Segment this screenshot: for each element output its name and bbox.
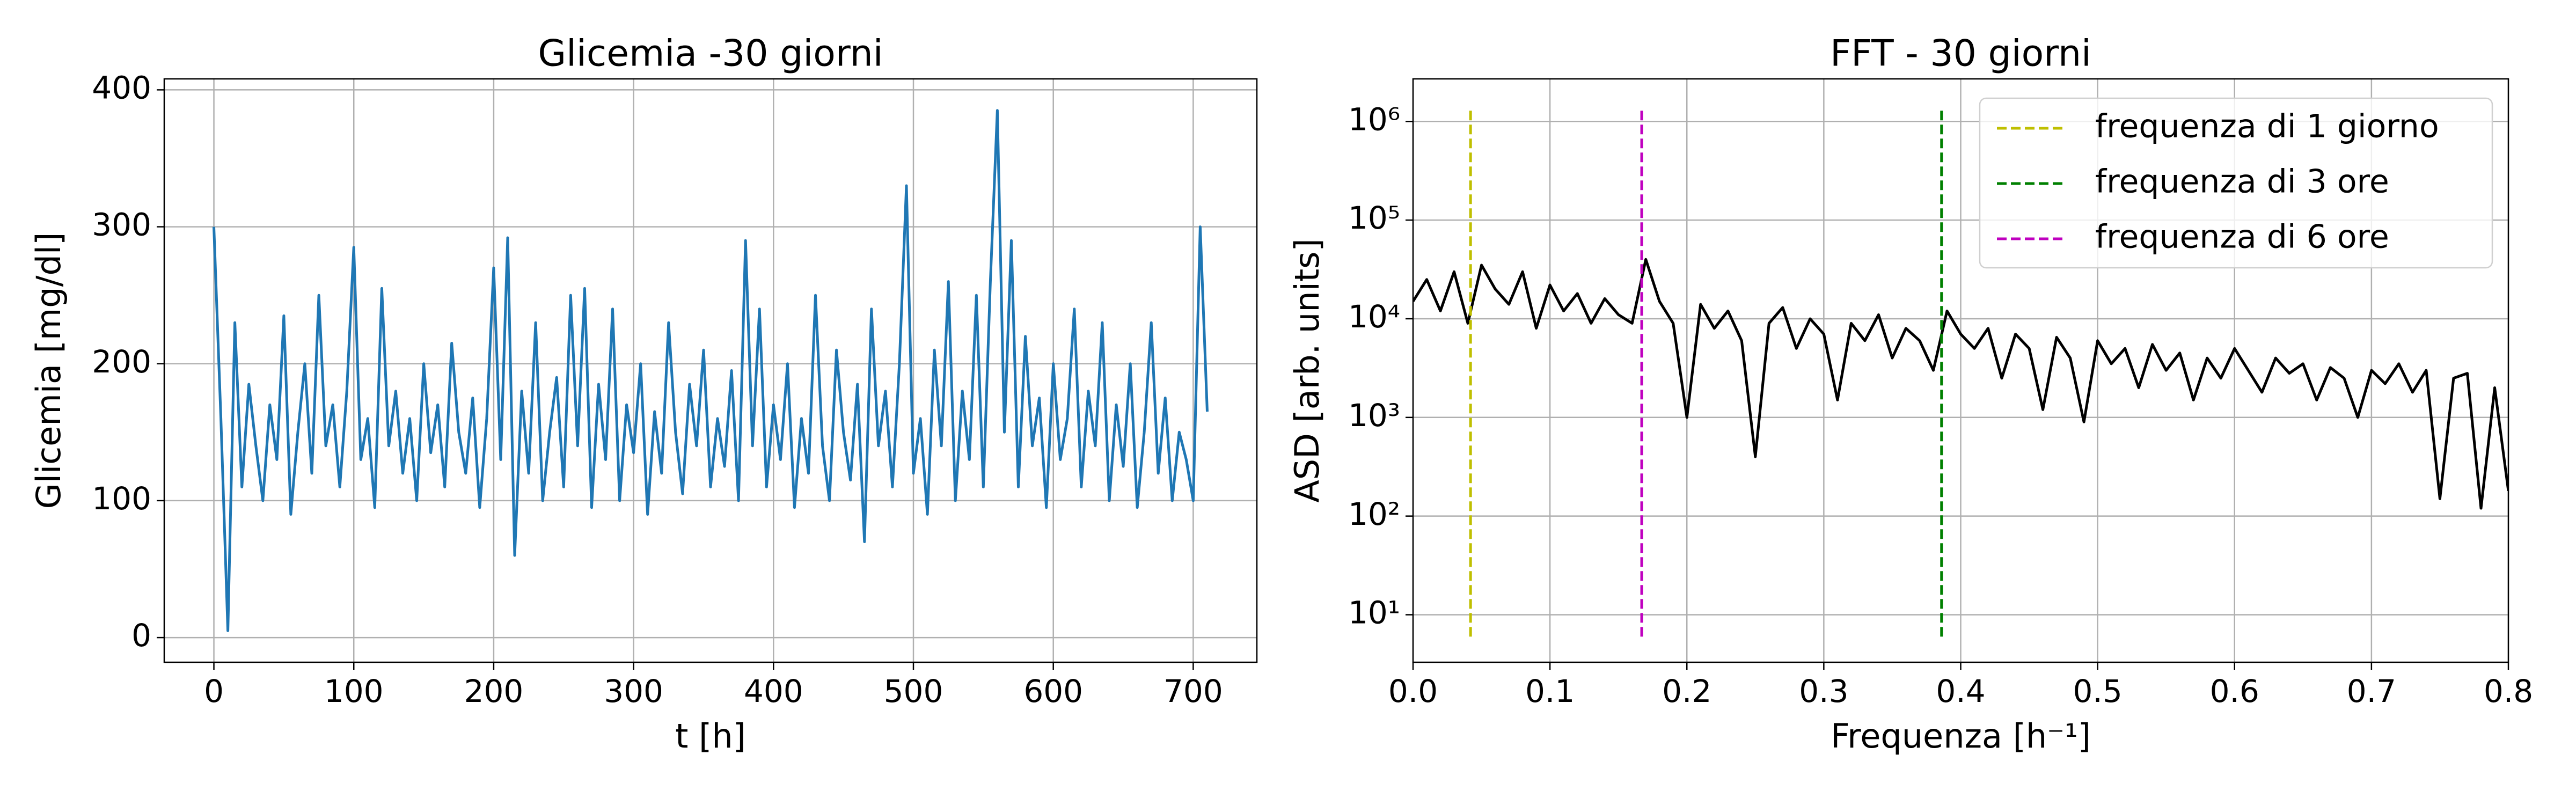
x-tick-label: 0 xyxy=(204,673,224,709)
data-area xyxy=(1413,110,2508,637)
x-axis-label: Frequenza [h⁻¹] xyxy=(1831,716,2091,756)
y-tick-label: 10⁴ xyxy=(1348,298,1400,335)
x-tick-label: 0.6 xyxy=(2210,673,2259,709)
chart-title: Glicemia -30 giorni xyxy=(538,33,883,75)
data-area xyxy=(213,109,1209,632)
y-axis-label: Glicemia [mg/dl] xyxy=(29,232,68,509)
x-tick-label: 0.5 xyxy=(2073,673,2123,709)
x-tick-label: 300 xyxy=(604,673,663,709)
y-tick-label: 400 xyxy=(92,70,151,106)
y-tick-label: 10⁶ xyxy=(1348,101,1400,137)
x-tick-label: 500 xyxy=(884,673,943,709)
x-tick-label: 0.1 xyxy=(1525,673,1575,709)
x-tick-label: 100 xyxy=(324,673,384,709)
axes-frame xyxy=(1412,78,2509,663)
legend-label: frequenza di 1 giorno xyxy=(2095,108,2439,145)
x-tick-label: 0.7 xyxy=(2347,673,2396,709)
y-tick-label: 100 xyxy=(92,480,151,517)
x-tick-label: 0.0 xyxy=(1388,673,1438,709)
legend-box xyxy=(1979,97,2493,269)
legend-label: frequenza di 6 ore xyxy=(2095,218,2389,256)
y-tick-label: 0 xyxy=(131,617,151,654)
x-axis-label: t [h] xyxy=(675,716,746,756)
x-tick-label: 0.4 xyxy=(1936,673,1985,709)
axes-frame xyxy=(163,78,1258,663)
x-tick-label: 0.2 xyxy=(1662,673,1711,709)
chart-title: FFT - 30 giorni xyxy=(1830,33,2091,75)
line-series xyxy=(213,109,1209,632)
x-tick-label: 0.8 xyxy=(2484,673,2533,709)
x-tick-label: 0.3 xyxy=(1799,673,1848,709)
y-axis-label: ASD [arb. units] xyxy=(1287,238,1327,502)
y-tick-label: 300 xyxy=(92,207,151,243)
x-tick-label: 200 xyxy=(464,673,524,709)
plot: 0 100 200 300 400 500 600 700 0 100 200 300 400 Glice… xyxy=(29,33,1258,756)
line-series xyxy=(1413,258,2508,510)
plot: 0.0 0.1 0.2 0.3 0.4 0.5 0.6 0.7 0.8 10¹ 10² 10³ 10⁴ 1… xyxy=(1287,33,2533,756)
legend-label: frequenza di 3 ore xyxy=(2095,163,2389,201)
y-tick-label: 10³ xyxy=(1348,397,1400,434)
x-tick-label: 400 xyxy=(744,673,803,709)
y-tick-label: 10¹ xyxy=(1348,595,1400,631)
x-tick-label: 600 xyxy=(1023,673,1083,709)
x-tick-label: 700 xyxy=(1163,673,1223,709)
y-tick-label: 10² xyxy=(1348,496,1400,532)
y-tick-label: 200 xyxy=(92,343,151,380)
y-tick-label: 10⁵ xyxy=(1348,200,1400,236)
legend: frequenza di 1 giorno frequenza di 3 ore f… xyxy=(1979,97,2493,269)
